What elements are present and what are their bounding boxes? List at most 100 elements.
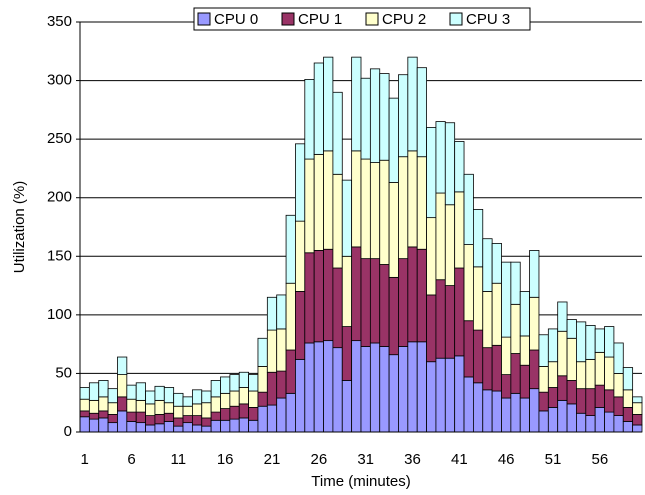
bar-segment — [398, 258, 409, 347]
bar-segment — [229, 405, 240, 420]
bar-segment — [257, 405, 268, 433]
bar-segment — [201, 417, 212, 427]
x-tick-label: 46 — [498, 451, 515, 468]
bar-segment — [210, 411, 221, 421]
bar-segment — [341, 380, 353, 433]
bar-segment — [276, 328, 287, 372]
bar-segment — [463, 320, 474, 378]
bar-segment — [594, 406, 605, 433]
bar-segment — [557, 301, 568, 332]
bar-segment — [454, 141, 465, 193]
bar-segment — [304, 342, 315, 433]
bar-segment — [313, 62, 324, 155]
bar-segment — [304, 79, 315, 160]
bar-segment — [173, 392, 184, 407]
bar-segment — [529, 296, 540, 351]
x-tick-label: 1 — [81, 451, 89, 468]
x-tick-label: 56 — [592, 451, 609, 468]
bar-segment — [360, 346, 371, 433]
bar-segment — [248, 406, 259, 421]
bar-segment — [519, 397, 531, 433]
bar-segment — [398, 346, 409, 433]
bar-segment — [285, 282, 296, 351]
bar-segment — [566, 380, 577, 405]
bar-segment — [501, 374, 512, 399]
bar-segment — [501, 397, 512, 433]
legend-label: CPU 1 — [298, 11, 342, 28]
bar-segment — [426, 127, 437, 219]
bar-segment — [238, 371, 250, 388]
bar-segment — [238, 417, 250, 433]
bar-segment — [107, 388, 118, 404]
bar-segment — [594, 384, 605, 408]
bar-segment — [117, 374, 128, 398]
bar-segment — [163, 421, 175, 433]
bar-segment — [622, 367, 634, 391]
legend-swatch — [197, 12, 211, 26]
bar-segment — [351, 340, 362, 433]
legend-swatch — [281, 12, 295, 26]
bar-segment — [220, 376, 231, 394]
bar-segment — [276, 294, 287, 330]
bar-segment — [126, 421, 137, 433]
bar-segment — [491, 344, 502, 392]
bar-segment — [454, 267, 465, 357]
bar-segment — [416, 67, 427, 158]
bar-segment — [182, 396, 193, 407]
bar-segment — [191, 389, 203, 405]
bar-segment — [444, 285, 456, 359]
bar-segment — [145, 390, 156, 405]
y-tick-label: 0 — [64, 423, 72, 440]
bar-segment — [632, 402, 643, 415]
bar-segment — [613, 415, 624, 433]
bar-segment — [173, 425, 184, 433]
bar-segment — [529, 349, 540, 390]
bar-segment — [547, 387, 559, 408]
bar-segment — [191, 424, 203, 433]
bar-segment — [369, 162, 381, 260]
bar-segment — [444, 357, 456, 433]
bar-segment — [79, 410, 90, 418]
bar-segment — [163, 402, 175, 414]
bar-segment — [472, 209, 484, 268]
bar-segment — [323, 56, 334, 152]
bar-segment — [191, 415, 203, 426]
bar-segment — [538, 410, 549, 433]
bar-segment — [585, 388, 596, 416]
legend-swatch — [449, 12, 463, 26]
bar-segment — [622, 406, 634, 422]
bar-segment — [379, 346, 390, 433]
bar-segment — [248, 419, 259, 433]
bar-segment — [576, 388, 587, 414]
bar-segment — [295, 358, 306, 433]
bar-segment — [220, 392, 231, 409]
bar-segment — [220, 408, 231, 421]
bar-segment — [613, 373, 624, 398]
bar-segment — [538, 391, 549, 412]
bar-segment — [304, 158, 315, 254]
bar-segment — [107, 422, 118, 433]
bar-segment — [388, 276, 399, 356]
bar-segment — [341, 179, 353, 257]
x-tick-label: 11 — [171, 451, 187, 468]
bar-segment — [304, 252, 315, 344]
bar-segment — [117, 396, 128, 412]
y-tick-label: 250 — [47, 130, 72, 147]
bar-segment — [501, 261, 512, 338]
bar-segment — [379, 73, 390, 161]
legend-label: CPU 0 — [214, 11, 258, 28]
bar-segment — [510, 261, 521, 305]
bar-segment — [416, 156, 427, 250]
bar-segment — [482, 389, 493, 433]
bar-segment — [79, 398, 90, 412]
bar-segment — [360, 258, 371, 347]
bar-segment — [472, 382, 484, 433]
bar-segment — [519, 291, 531, 337]
bar-segment — [285, 392, 296, 433]
bar-segment — [622, 389, 634, 408]
bar-segment — [351, 150, 362, 248]
bar-segment — [557, 375, 568, 401]
bar-segment — [285, 214, 296, 284]
bar-segment — [117, 356, 128, 375]
bar-segment — [173, 405, 184, 419]
